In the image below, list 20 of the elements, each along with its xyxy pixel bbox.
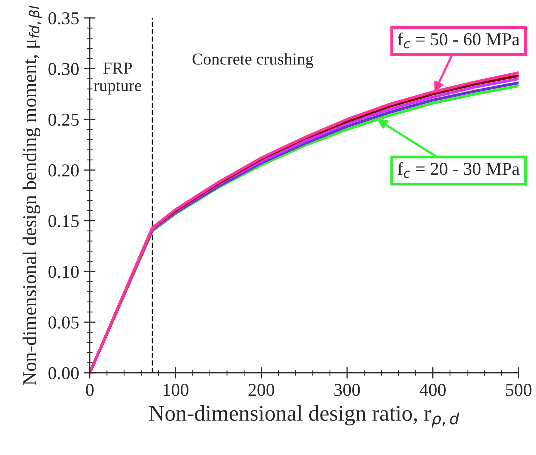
y-tick-label: 0.35 xyxy=(48,12,79,25)
y-tick-label: 0.30 xyxy=(48,63,79,76)
annotation: Concrete crushing xyxy=(192,53,314,68)
annotation: f$_{c}$ = 50 - 60 MPa xyxy=(398,32,520,49)
y-tick-label: 0.05 xyxy=(48,316,79,329)
x-tick-label: 200 xyxy=(248,384,274,396)
y-tick-label: 0.15 xyxy=(48,215,79,228)
y-tick-label: 0.20 xyxy=(48,164,79,177)
x-tick-label: 500 xyxy=(506,384,532,396)
y-tick-label: 0.10 xyxy=(48,266,79,278)
y-tick-label: 0.00 xyxy=(48,367,79,380)
annotation: f$_{c}$ = 20 - 30 MPa xyxy=(398,162,520,178)
annotation: FRP rupture xyxy=(94,62,142,95)
x-axis-title: Non-dimensional design ratio, r$_{ρ,d}$ xyxy=(149,405,460,428)
y-axis-title: Non-dimensional design bending moment, μ$_{fd,βl}$ xyxy=(22,6,42,386)
x-tick-label: 0 xyxy=(86,384,94,396)
x-tick-label: 400 xyxy=(420,384,446,396)
y-tick-label: 0.25 xyxy=(48,114,79,126)
x-tick-label: 100 xyxy=(164,384,189,396)
x-tick-label: 300 xyxy=(334,384,360,396)
